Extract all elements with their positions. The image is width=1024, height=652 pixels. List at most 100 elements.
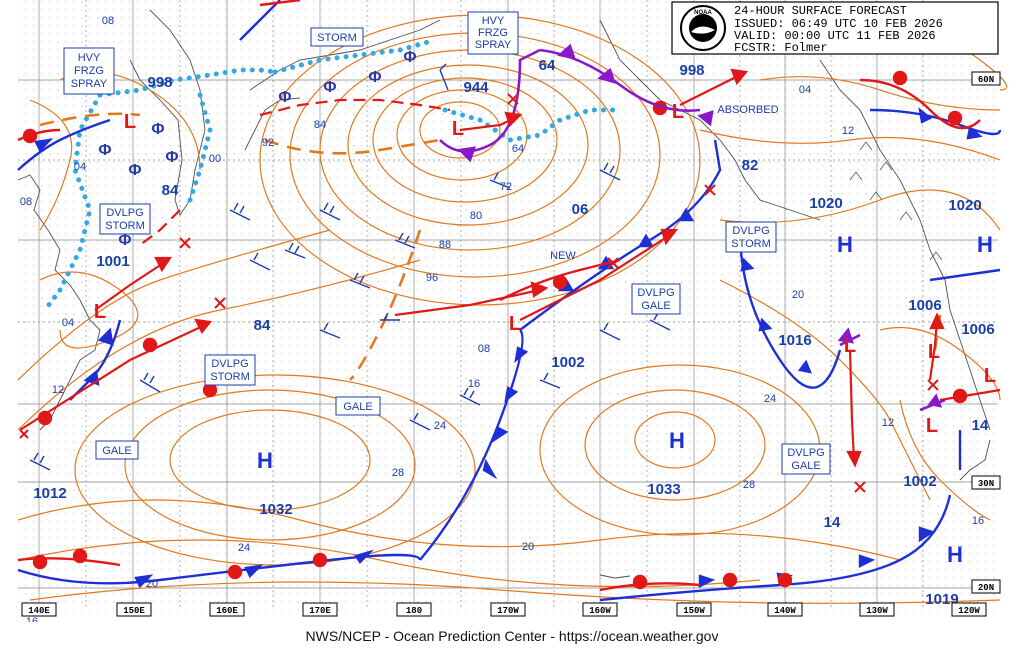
pressure-value: 14 — [824, 514, 841, 531]
isobar-label: 12 — [882, 417, 894, 429]
longitude-label: 150E — [123, 606, 145, 616]
isobar-label: 20 — [146, 578, 158, 590]
low-symbol: L — [928, 341, 940, 363]
isobar-label: 12 — [52, 384, 64, 396]
pressure-centers: H H H H H L L L L L L L L L — [94, 101, 996, 567]
isobar-label: 88 — [439, 239, 451, 251]
longitude-label: 140E — [28, 606, 50, 616]
chart-title: 24-HOUR SURFACE FORECAST — [734, 4, 907, 18]
warning-line: GALE — [641, 300, 670, 312]
latitude-tags: 60N 30N 20N — [971, 71, 1001, 594]
pressure-value: 1002 — [903, 473, 936, 490]
warning-line: HVY — [482, 15, 505, 27]
pressure-value: 1006 — [961, 321, 994, 338]
forecaster: FCSTR: Folmer — [734, 41, 828, 55]
gale-warning: GALE — [335, 396, 381, 416]
pressure-value: 82 — [742, 157, 759, 174]
storm-warning: STORM — [310, 27, 364, 47]
spray-icon: Φ — [151, 121, 164, 138]
pressure-value: 1016 — [778, 332, 811, 349]
high-symbol: H — [669, 428, 685, 453]
wind-barbs — [29, 63, 671, 471]
isobar-label: 12 — [842, 125, 854, 137]
low-symbol: L — [926, 415, 938, 437]
spray-icon: Φ — [368, 69, 381, 86]
pressure-value: 84 — [162, 182, 179, 199]
noaa-logo: NOAA — [680, 5, 726, 51]
ice-edge — [42, 37, 623, 313]
warning-line: FRZG — [478, 27, 508, 39]
storm-tracks — [19, 68, 945, 468]
low-symbol: L — [94, 301, 106, 323]
longitude-label: 120W — [958, 606, 980, 616]
isobar-label: 16 — [972, 515, 984, 527]
warning-line: GALE — [102, 445, 131, 457]
terrain-marks — [849, 141, 943, 261]
warning-line: DVLPG — [637, 287, 674, 299]
isobar-labels: 08 04 00 08 04 12 92 84 72 80 88 96 64 0… — [20, 15, 984, 628]
longitude-label: 170W — [497, 606, 519, 616]
latitude-label: 30N — [978, 479, 994, 489]
longitude-label: 140W — [774, 606, 796, 616]
isobar-label: 24 — [434, 420, 446, 432]
pressure-value: 1012 — [33, 485, 66, 502]
cold-fronts — [17, 0, 1002, 602]
isobar-label: 20 — [522, 541, 534, 553]
isobar-label: 00 — [209, 153, 221, 165]
isobar-label: 64 — [512, 143, 524, 155]
isobar-label: 04 — [74, 161, 86, 173]
pressure-value: 1033 — [647, 481, 680, 498]
pressure-value: 1020 — [809, 195, 842, 212]
isobar-label: 08 — [102, 15, 114, 27]
warning-line: DVLPG — [732, 225, 769, 237]
latitude-label: 60N — [978, 75, 994, 85]
isobar-label: 80 — [470, 210, 482, 222]
developing-gale-warning: DVLPG GALE — [631, 283, 681, 315]
spray-icon: Φ — [323, 79, 336, 96]
hvy-frzg-spray-warning: HVY FRZG SPRAY — [63, 47, 115, 95]
spray-icon: Φ — [98, 142, 111, 159]
pressure-values: 998 84 1001 944 64 998 82 1020 1020 1006… — [33, 57, 994, 608]
pressure-value: 1001 — [96, 253, 129, 270]
pressure-value: 1006 — [908, 297, 941, 314]
isobar-label: 96 — [426, 272, 438, 284]
warning-line: GALE — [791, 460, 820, 472]
isobar-label: 20 — [792, 289, 804, 301]
pressure-value: 998 — [679, 62, 704, 79]
warning-line: FRZG — [74, 65, 104, 77]
isobar-label: 08 — [478, 343, 490, 355]
warning-line: STORM — [210, 371, 250, 383]
pressure-value: 1032 — [259, 501, 292, 518]
warning-line: SPRAY — [475, 39, 512, 51]
pressure-value: 1020 — [948, 197, 981, 214]
isobar-label: 24 — [764, 393, 776, 405]
developing-storm-warning: DVLPG STORM — [204, 354, 256, 386]
longitude-label: 160W — [589, 606, 611, 616]
low-symbol: L — [844, 335, 856, 357]
isobar-label: 16 — [468, 378, 480, 390]
pressure-value: 14 — [972, 417, 989, 434]
warm-fronts — [17, 0, 1001, 592]
pressure-value: 944 — [463, 79, 489, 96]
low-symbol: L — [452, 118, 464, 140]
valid-time: VALID: 00:00 UTC 11 FEB 2026 — [734, 29, 936, 43]
warning-line: STORM — [731, 238, 771, 250]
pressure-value: 998 — [147, 74, 172, 91]
occluded-fronts — [439, 43, 946, 412]
high-symbol: H — [947, 542, 963, 567]
issued-time: ISSUED: 06:49 UTC 10 FEB 2026 — [734, 17, 943, 31]
absorbed-label: ABSORBED — [717, 104, 778, 116]
pressure-value: 1019 — [925, 591, 958, 608]
noaa-logo-text: NOAA — [694, 10, 712, 16]
developing-gale-warning: DVLPG GALE — [781, 443, 831, 475]
title-block: NOAA 24-HOUR SURFACE FORECAST ISSUED: 06… — [671, 1, 999, 55]
isobar-label: 92 — [262, 137, 274, 149]
warning-line: DVLPG — [787, 447, 824, 459]
footer-credit: NWS/NCEP - Ocean Prediction Center - htt… — [306, 628, 719, 644]
longitude-tags: 140E 150E 160E 170E 180 170W 160W 150W 1… — [21, 602, 987, 617]
isobar-label: 04 — [799, 84, 811, 96]
longitude-label: 180 — [406, 606, 422, 616]
longitude-label: 130W — [866, 606, 888, 616]
warning-line: STORM — [105, 220, 145, 232]
